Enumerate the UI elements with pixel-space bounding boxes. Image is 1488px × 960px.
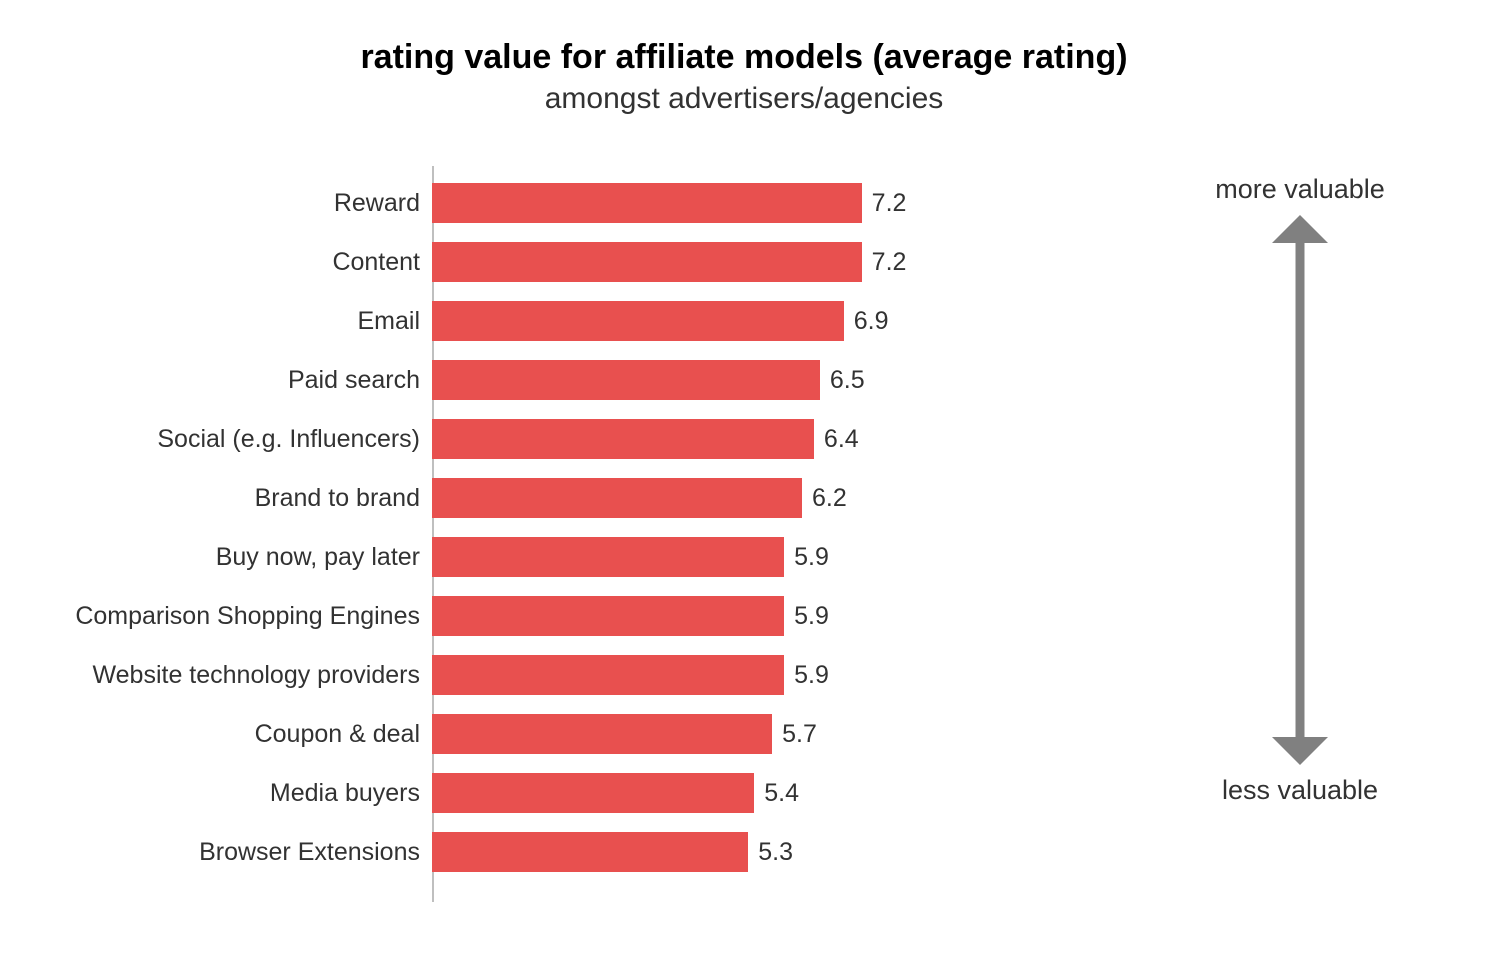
category-label: Coupon & deal xyxy=(0,720,432,749)
value-label: 5.7 xyxy=(772,720,817,749)
category-label: Social (e.g. Influencers) xyxy=(0,425,432,454)
bar xyxy=(432,537,784,577)
value-label: 5.9 xyxy=(784,543,829,572)
category-label: Content xyxy=(0,248,432,277)
value-label: 7.2 xyxy=(862,189,907,218)
value-label: 5.3 xyxy=(748,838,793,867)
scale-label-bottom: less valuable xyxy=(1180,775,1420,806)
value-label: 5.9 xyxy=(784,661,829,690)
bar xyxy=(432,655,784,695)
category-label: Buy now, pay later xyxy=(0,543,432,572)
bar xyxy=(432,419,814,459)
category-label: Media buyers xyxy=(0,779,432,808)
value-label: 6.4 xyxy=(814,425,859,454)
chart-container: rating value for affiliate models (avera… xyxy=(0,0,1488,960)
chart-plot-area: Reward 7.2 Content 7.2 Email 6.9 Paid search 6.… xyxy=(0,166,1488,926)
category-label: Brand to brand xyxy=(0,484,432,513)
scale-label-top: more valuable xyxy=(1180,174,1420,205)
category-label: Comparison Shopping Engines xyxy=(0,602,432,631)
double-arrow-icon xyxy=(1266,215,1334,765)
category-label: Browser Extensions xyxy=(0,838,432,867)
value-scale-annotation: more valuable less valuable xyxy=(1180,174,1420,806)
value-label: 6.2 xyxy=(802,484,847,513)
bar xyxy=(432,183,862,223)
category-label: Reward xyxy=(0,189,432,218)
category-label: Email xyxy=(0,307,432,336)
bar xyxy=(432,596,784,636)
category-label: Paid search xyxy=(0,366,432,395)
bar xyxy=(432,360,820,400)
value-label: 6.9 xyxy=(844,307,889,336)
bar-cell: 5.3 xyxy=(432,823,1488,882)
bar xyxy=(432,773,754,813)
bar xyxy=(432,242,862,282)
chart-subtitle: amongst advertisers/agencies xyxy=(0,80,1488,118)
chart-title: rating value for affiliate models (avera… xyxy=(0,36,1488,80)
value-label: 7.2 xyxy=(862,248,907,277)
bar xyxy=(432,301,844,341)
value-label: 6.5 xyxy=(820,366,865,395)
bar-row: Browser Extensions 5.3 xyxy=(0,823,1488,882)
bar xyxy=(432,478,802,518)
bar xyxy=(432,832,748,872)
title-block: rating value for affiliate models (avera… xyxy=(0,36,1488,118)
bar xyxy=(432,714,772,754)
value-label: 5.4 xyxy=(754,779,799,808)
value-label: 5.9 xyxy=(784,602,829,631)
category-label: Website technology providers xyxy=(0,661,432,690)
